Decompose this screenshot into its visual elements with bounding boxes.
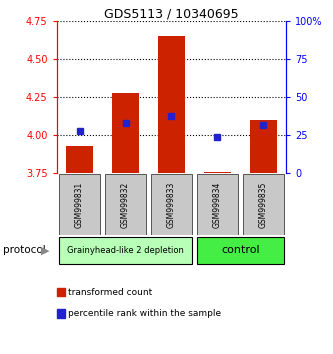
FancyBboxPatch shape [105,174,146,235]
Text: GSM999833: GSM999833 [167,181,176,228]
FancyBboxPatch shape [151,174,192,235]
Text: transformed count: transformed count [68,287,153,297]
FancyBboxPatch shape [197,174,238,235]
Bar [158,36,185,173]
Text: GSM999835: GSM999835 [259,181,268,228]
Bar [112,93,139,173]
Bar [57,309,65,318]
Text: control: control [221,245,260,256]
Bar [250,120,277,173]
FancyBboxPatch shape [59,236,192,264]
Text: percentile rank within the sample: percentile rank within the sample [68,309,221,318]
Title: GDS5113 / 10340695: GDS5113 / 10340695 [104,7,239,20]
Bar [57,287,65,297]
Text: GSM999834: GSM999834 [213,181,222,228]
FancyBboxPatch shape [59,174,100,235]
FancyBboxPatch shape [197,236,284,264]
Text: protocol: protocol [3,245,46,256]
Bar [66,146,93,173]
Text: ▶: ▶ [41,245,49,256]
Text: GSM999832: GSM999832 [121,181,130,228]
Bar [204,172,231,173]
Text: GSM999831: GSM999831 [75,181,84,228]
FancyBboxPatch shape [243,174,284,235]
Text: Grainyhead-like 2 depletion: Grainyhead-like 2 depletion [67,246,184,255]
